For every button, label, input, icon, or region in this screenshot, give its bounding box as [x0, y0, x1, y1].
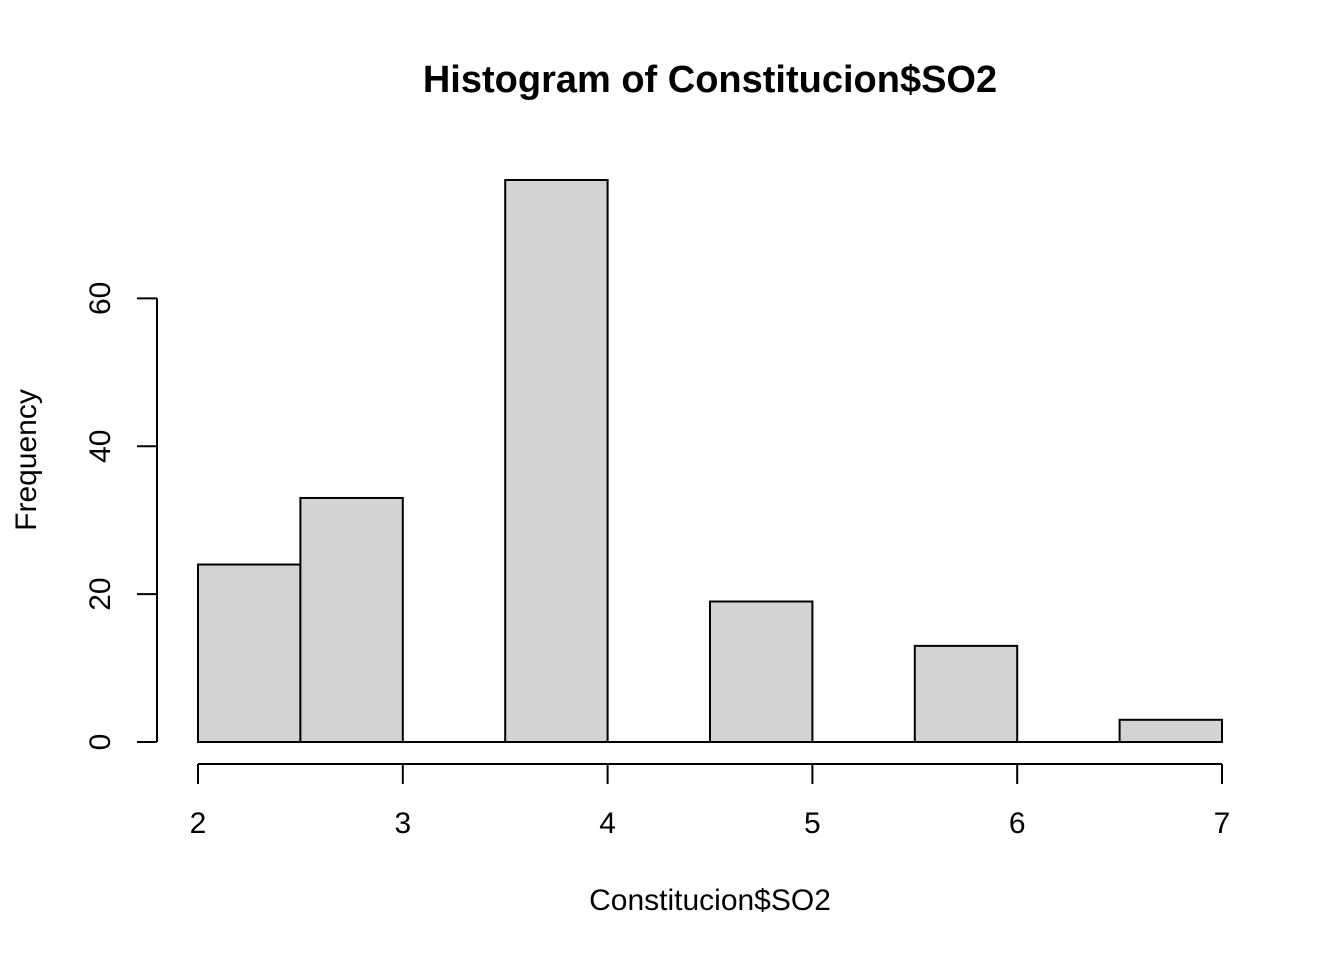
- y-tick-label: 0: [84, 734, 117, 751]
- y-axis-label: Frequency: [10, 389, 43, 531]
- histogram-bar: [504, 179, 609, 743]
- bars-group: [197, 179, 1223, 744]
- histogram-bar: [709, 600, 814, 743]
- histogram-bar: [913, 644, 1019, 743]
- y-axis: 0 20 40 60: [84, 282, 158, 751]
- x-tick-label: 7: [1214, 807, 1231, 840]
- histogram-bar: [299, 496, 404, 744]
- x-tick-label: 2: [190, 807, 207, 840]
- histogram-bar: [197, 563, 302, 743]
- y-tick-label: 40: [84, 430, 117, 463]
- x-axis-label: Constitucion$SO2: [589, 884, 831, 917]
- x-tick-label: 5: [804, 807, 821, 840]
- y-tick-label: 60: [84, 282, 117, 315]
- chart-title: Histogram of Constitucion$SO2: [423, 59, 997, 101]
- x-tick-label: 4: [599, 807, 616, 840]
- x-axis: 2 3 4 5 6 7: [190, 763, 1231, 840]
- x-tick-label: 3: [394, 807, 411, 840]
- y-tick-label: 20: [84, 577, 117, 610]
- x-tick-label: 6: [1009, 807, 1026, 840]
- histogram-bar: [1118, 718, 1223, 744]
